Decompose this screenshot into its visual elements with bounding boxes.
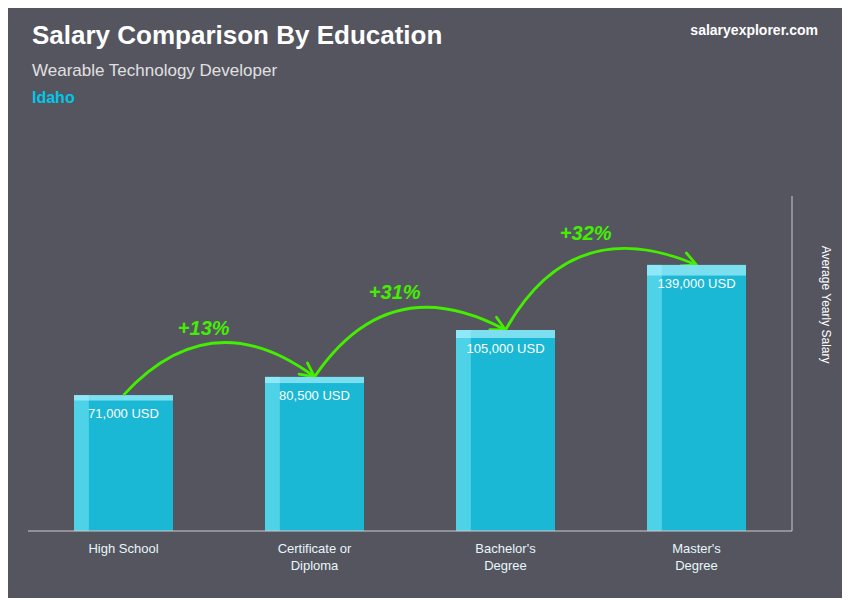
svg-text:105,000 USD: 105,000 USD [466, 341, 544, 356]
svg-text:80,500 USD: 80,500 USD [279, 388, 350, 403]
svg-text:Average Yearly Salary: Average Yearly Salary [819, 246, 833, 364]
svg-text:+32%: +32% [560, 222, 612, 244]
html-text:Salary Comparison By Education: Salary Comparison By Education [32, 20, 443, 50]
svg-text:Certificate orDiploma: Certificate orDiploma [278, 541, 352, 573]
svg-text:139,000 USD: 139,000 USD [657, 276, 735, 291]
html-text:Idaho: Idaho [32, 89, 75, 106]
svg-text:+31%: +31% [369, 281, 421, 303]
svg-text:High School: High School [88, 541, 158, 556]
html-text:Wearable Technology Developer: Wearable Technology Developer [32, 61, 278, 80]
svg-text:Master'sDegree: Master'sDegree [672, 541, 721, 573]
svg-text:Bachelor'sDegree: Bachelor'sDegree [475, 541, 536, 573]
svg-text:+13%: +13% [178, 317, 230, 339]
svg-text:71,000 USD: 71,000 USD [88, 406, 159, 421]
html-text:salaryexplorer.com: salaryexplorer.com [690, 22, 818, 38]
